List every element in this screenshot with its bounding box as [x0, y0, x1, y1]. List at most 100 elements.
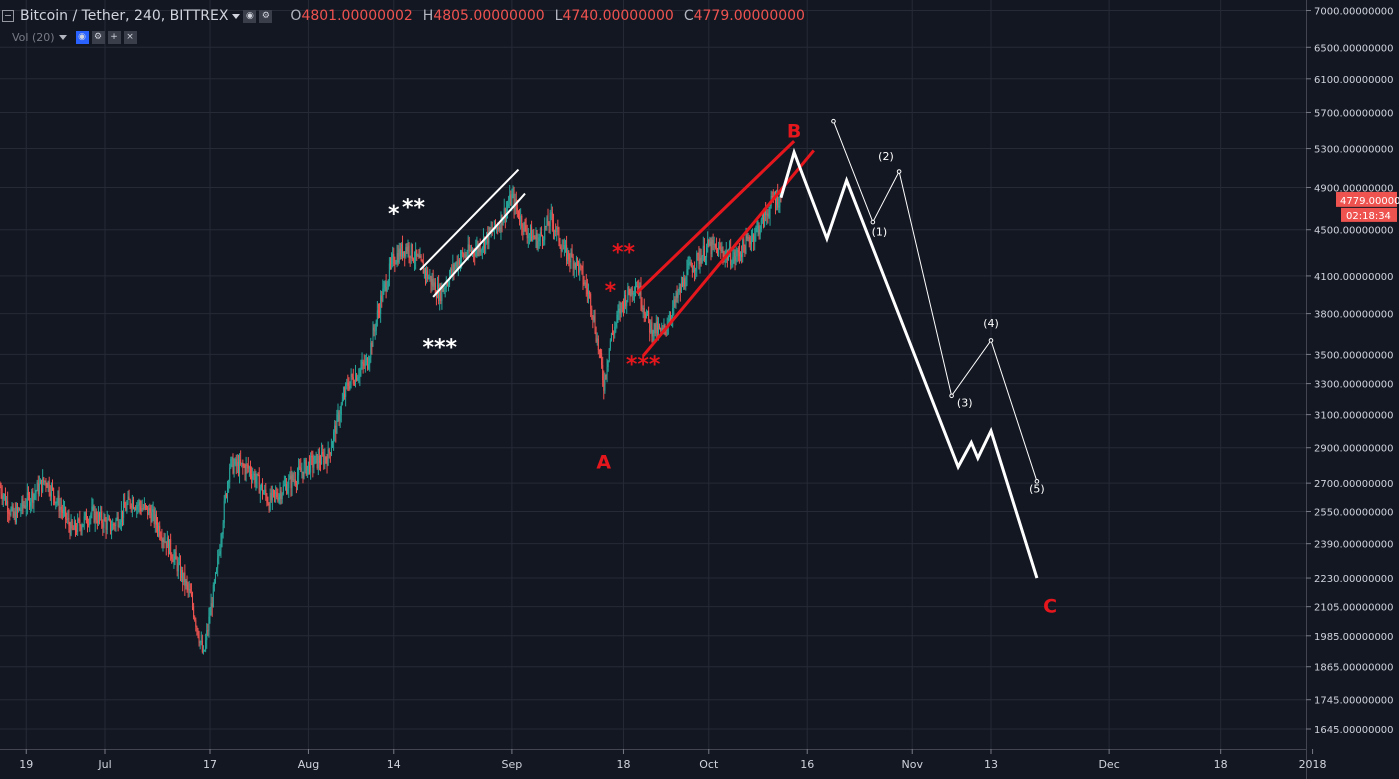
candle-body [8, 512, 10, 514]
candle-body [567, 250, 569, 261]
candle-body [668, 318, 670, 325]
candle-body [314, 456, 316, 464]
candle-body [58, 495, 60, 512]
candle-body [548, 225, 550, 227]
time-tick-label: 19 [19, 758, 33, 771]
projection-vertex[interactable] [949, 393, 954, 399]
projection-vertex[interactable] [896, 169, 902, 174]
candle-body [468, 244, 470, 251]
time-axis[interactable]: 19 Jul 17 Aug 14 Sep 18 Oct 16 Nov 13 Dec 18 2018 [0, 749, 1327, 779]
eye-icon[interactable]: ◉ [75, 31, 89, 44]
eye-icon[interactable]: ◉ [243, 9, 257, 23]
candle-body [745, 235, 747, 254]
candle-body [127, 496, 129, 504]
candle-body [15, 506, 17, 523]
candle-body [173, 556, 175, 562]
candle-body [294, 479, 296, 484]
candle-body [779, 198, 781, 206]
candle-body [243, 466, 245, 468]
candle-body [549, 212, 551, 227]
trend-channel-line[interactable] [432, 192, 526, 298]
candle-body [276, 492, 278, 498]
candle-body [451, 268, 453, 273]
candle-body [765, 211, 767, 216]
candle-body [618, 308, 620, 313]
candle-body [327, 449, 329, 466]
collapse-icon[interactable] [2, 10, 14, 22]
candle-body [735, 256, 737, 262]
candle-body [158, 525, 160, 532]
candle-body [62, 508, 64, 513]
price-tick-label: 1645.00000000 [1314, 725, 1394, 736]
candle-body [118, 525, 120, 527]
candle-body [199, 641, 201, 644]
symbol-title[interactable]: Bitcoin / Tether, 240, BITTREX [20, 8, 229, 24]
projection-vertex[interactable] [1034, 479, 1040, 484]
candle-body [627, 286, 629, 301]
candle-body [12, 506, 14, 517]
close-icon[interactable]: × [123, 31, 137, 44]
ohlc-open: O4801.00000002 [290, 8, 412, 24]
candle-body [232, 457, 234, 474]
candle-body [769, 206, 771, 217]
candle-body [112, 523, 114, 530]
time-tick-label: Nov [901, 758, 923, 771]
candle-body [304, 460, 306, 465]
candle-body [278, 495, 280, 501]
candle-body [259, 487, 261, 494]
candle-body [752, 234, 754, 239]
sub-wave-label: (5) [1029, 482, 1045, 495]
gear-icon[interactable]: ⚙ [91, 31, 105, 44]
candle-body [337, 412, 339, 415]
volume-label[interactable]: Vol (20) [12, 31, 55, 44]
candle-body [470, 249, 472, 253]
candle-body [628, 286, 630, 294]
time-tick-label: Jul [97, 758, 111, 771]
candle-body [749, 241, 751, 245]
candle-body [328, 449, 330, 453]
candle-body [620, 302, 622, 314]
gear-icon[interactable]: ⚙ [259, 9, 273, 23]
candle-body [322, 452, 324, 455]
candle-body [111, 529, 113, 532]
projection-vertex[interactable] [988, 338, 994, 343]
candle-body [210, 603, 212, 616]
candle-body [580, 264, 582, 266]
candle-body [297, 475, 299, 485]
candle-body [316, 454, 318, 469]
candle-body [249, 467, 251, 475]
candle-body [170, 539, 172, 555]
candle-body [36, 482, 38, 492]
projection-vertex[interactable] [870, 219, 876, 225]
candle-body [95, 511, 97, 521]
chevron-down-icon[interactable] [58, 35, 67, 40]
chevron-down-icon[interactable] [232, 13, 241, 19]
candle-body [279, 491, 281, 496]
plus-icon[interactable]: + [107, 31, 121, 44]
candle-body [391, 257, 393, 265]
candle-body [290, 475, 292, 489]
candle-body [598, 350, 600, 352]
alt-projection-path[interactable] [833, 121, 1038, 482]
main-projection-path[interactable] [779, 147, 1039, 579]
candle-body [492, 231, 494, 233]
candle-body [18, 508, 20, 511]
candle-body [494, 220, 496, 228]
candle-body [42, 477, 44, 492]
candle-body [84, 512, 86, 517]
candle-body [321, 452, 323, 464]
candle-body [614, 326, 616, 334]
candle-body [758, 225, 760, 235]
candle-body [184, 572, 186, 587]
trend-channel-line[interactable] [635, 140, 796, 295]
price-axis[interactable]: 7000.00000000 6500.00000000 6100.00000000 5… [1306, 0, 1399, 779]
candle-body [542, 235, 544, 241]
candle-body [220, 541, 222, 552]
trend-channel-line[interactable] [419, 168, 520, 271]
candle-body [186, 581, 188, 585]
candle-body [137, 505, 139, 507]
candle-body [128, 496, 130, 500]
close-label: C [683, 8, 694, 24]
projection-vertex[interactable] [831, 118, 836, 124]
